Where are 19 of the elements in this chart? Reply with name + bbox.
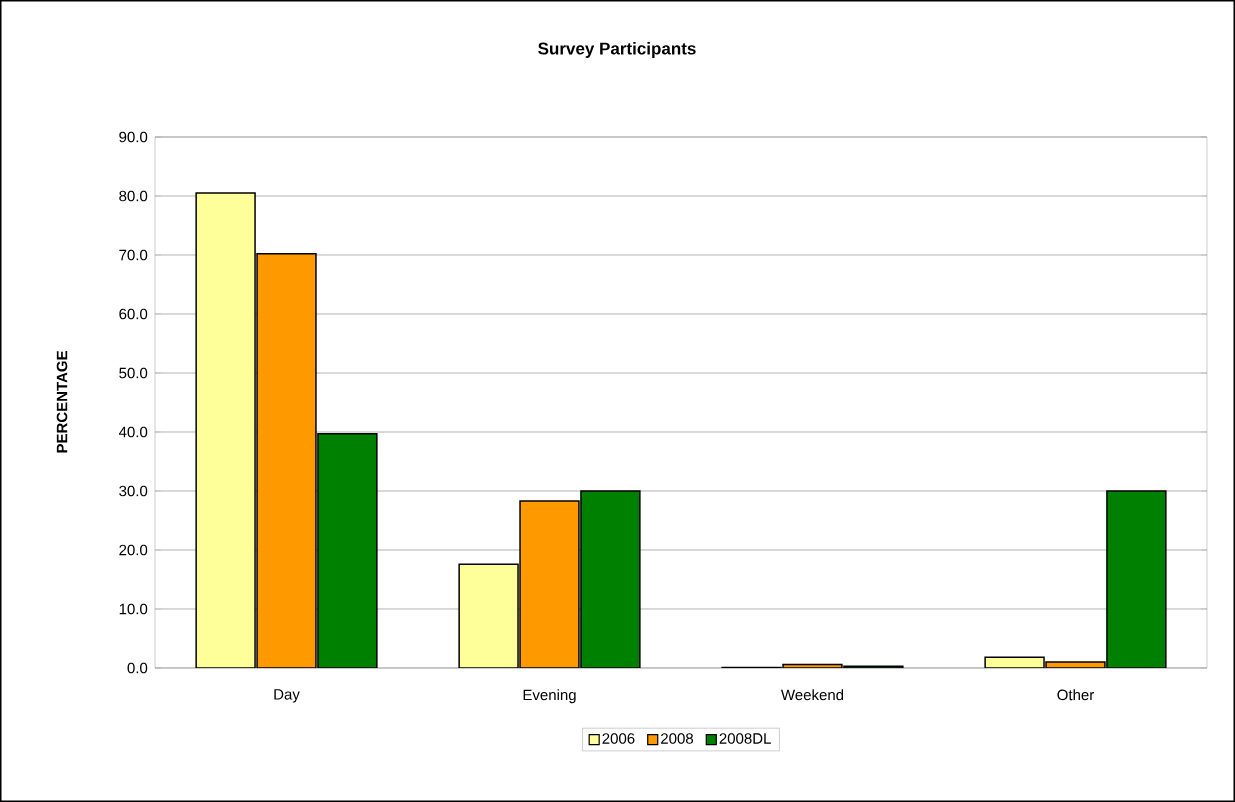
legend-label: 2006 xyxy=(602,733,635,744)
y-tick-label: 70.0 xyxy=(119,249,148,261)
y-tick-label: 30.0 xyxy=(119,485,148,497)
legend-label: 2008DL xyxy=(719,733,771,744)
y-tick-label: 50.0 xyxy=(119,367,148,379)
y-tick-label: 0.0 xyxy=(127,662,148,674)
x-tick-label: Evening xyxy=(523,689,576,704)
x-tick-label: Other xyxy=(1057,689,1094,701)
y-tick-label: 10.0 xyxy=(119,603,148,615)
chart-title: Survey Participants xyxy=(538,42,696,58)
y-tick-label: 20.0 xyxy=(119,544,148,556)
y-tick-label: 80.0 xyxy=(119,190,148,202)
legend-label: 2008 xyxy=(661,733,694,744)
x-tick-label: Day xyxy=(274,689,300,703)
y-tick-label: 60.0 xyxy=(119,308,148,320)
y-tick-label: 90.0 xyxy=(119,131,148,143)
x-tick-label: Weekend xyxy=(781,689,844,701)
y-axis-title: PERCENTAGE xyxy=(56,351,68,453)
y-tick-label: 40.0 xyxy=(118,426,148,438)
